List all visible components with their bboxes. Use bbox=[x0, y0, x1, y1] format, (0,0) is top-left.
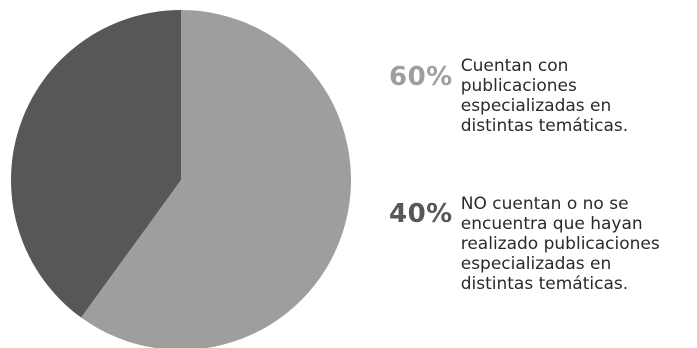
legend-label-cuentan: Cuentan con publicaciones especializadas… bbox=[460, 56, 629, 136]
pie-slice-no-cuentan bbox=[10, 10, 182, 318]
legend-item-no-cuentan: 40% NO cuentan o no se encuentra que hay… bbox=[389, 194, 660, 294]
legend-percent-cuentan: 60% bbox=[389, 62, 453, 92]
legend-label-no-cuentan: NO cuentan o no se encuentra que hayan r… bbox=[460, 194, 660, 294]
legend-percent-no-cuentan: 40% bbox=[389, 199, 453, 229]
legend-item-cuentan: 60% Cuentan con publicaciones especializ… bbox=[389, 56, 628, 136]
pie-slice-cuentan bbox=[81, 10, 351, 348]
